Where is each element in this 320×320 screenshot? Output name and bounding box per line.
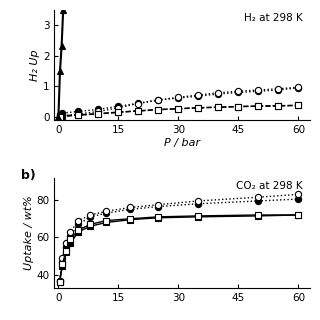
Y-axis label: Uptake / wt%: Uptake / wt% (24, 196, 34, 270)
Text: b): b) (21, 169, 36, 182)
X-axis label: P / bar: P / bar (164, 138, 200, 148)
Text: H₂ at 298 K: H₂ at 298 K (244, 13, 303, 23)
Y-axis label: H₂ Up: H₂ Up (30, 49, 40, 81)
Text: CO₂ at 298 K: CO₂ at 298 K (236, 181, 303, 191)
